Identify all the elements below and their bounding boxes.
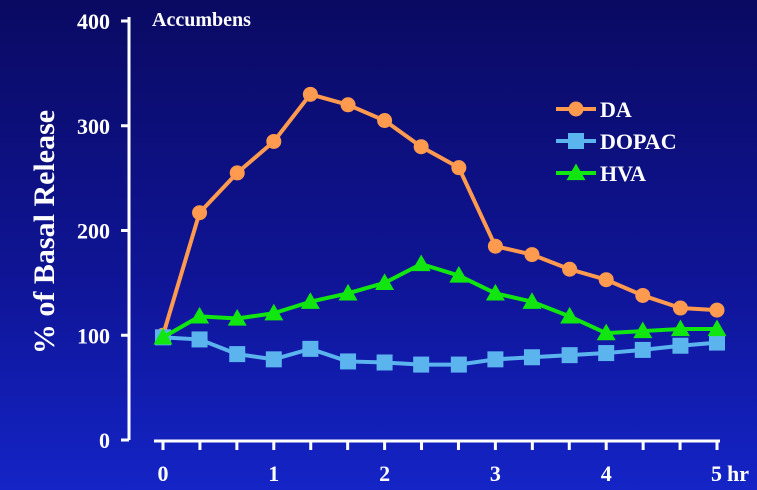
data-point <box>153 327 173 345</box>
data-point <box>598 272 614 288</box>
legend-label: DOPAC <box>600 129 677 154</box>
data-point <box>672 337 689 354</box>
x-tick-label: 3 <box>490 461 501 486</box>
data-point <box>377 113 393 129</box>
x-tick-label: 5 <box>711 461 722 486</box>
data-point <box>266 133 282 149</box>
data-point <box>192 205 208 221</box>
data-point <box>300 292 320 309</box>
x-tick-label: 2 <box>379 461 390 486</box>
data-point <box>302 340 319 357</box>
data-point <box>709 334 725 351</box>
legend-item-da: DA <box>556 97 632 122</box>
data-point <box>672 300 688 316</box>
data-point <box>634 341 651 358</box>
axes: 0 100 200 300 400 0 1 2 3 4 5 hr <box>77 9 749 486</box>
data-point <box>633 321 653 339</box>
data-point <box>449 266 469 283</box>
y-tick-label: 300 <box>77 114 110 139</box>
data-point <box>670 319 690 337</box>
series-line <box>162 262 717 340</box>
y-tick-label: 0 <box>99 428 110 453</box>
data-point <box>227 308 247 326</box>
data-point <box>709 302 725 318</box>
data-point <box>522 292 542 309</box>
data-point <box>191 331 208 348</box>
x-unit-label: hr <box>727 461 749 486</box>
data-point <box>338 283 358 301</box>
legend-swatch-marker <box>568 133 584 149</box>
series-da <box>155 86 725 343</box>
data-point <box>190 306 210 324</box>
data-point <box>487 238 503 254</box>
data-point <box>707 319 727 337</box>
data-point <box>562 261 578 277</box>
data-point <box>413 139 429 155</box>
series-line <box>162 335 718 367</box>
legend-item-dopac: DOPAC <box>556 129 677 154</box>
series-hva <box>153 254 727 345</box>
legend-label: HVA <box>600 161 646 186</box>
data-point <box>340 97 356 113</box>
y-tick-label: 100 <box>77 323 110 348</box>
data-point <box>487 351 504 368</box>
data-point <box>598 345 615 362</box>
data-point <box>596 323 616 341</box>
legend-item-hva: HVA <box>556 161 646 186</box>
data-point <box>229 346 246 363</box>
data-point <box>635 287 651 303</box>
data-point <box>340 353 357 370</box>
data-point <box>561 347 578 364</box>
y-tick-label: 400 <box>77 9 110 34</box>
data-point <box>450 356 467 373</box>
data-point <box>413 356 430 373</box>
series-layer <box>153 86 727 373</box>
data-point <box>560 306 580 324</box>
data-point <box>229 165 245 181</box>
legend-label: DA <box>600 97 632 122</box>
data-point <box>265 351 282 368</box>
x-tick-label: 4 <box>601 461 612 486</box>
legend-swatch-marker <box>566 163 586 181</box>
series-dopac <box>155 329 725 373</box>
data-point <box>376 354 393 371</box>
data-point <box>302 86 318 102</box>
data-point <box>264 303 284 321</box>
data-point <box>485 283 505 301</box>
x-tick-label: 1 <box>268 461 279 486</box>
y-tick-label: 200 <box>77 219 110 244</box>
data-point <box>523 349 540 366</box>
y-axis-label: % of Basal Release <box>28 110 61 354</box>
data-point <box>375 273 395 290</box>
legend: DA DOPAC HVA <box>556 97 677 186</box>
data-point <box>451 160 467 176</box>
x-tick-label: 0 <box>158 461 169 486</box>
data-point <box>524 247 540 263</box>
legend-swatch-marker <box>568 101 584 117</box>
series-line <box>161 92 718 336</box>
data-point <box>411 254 431 272</box>
chart-title: Accumbens <box>152 9 251 31</box>
